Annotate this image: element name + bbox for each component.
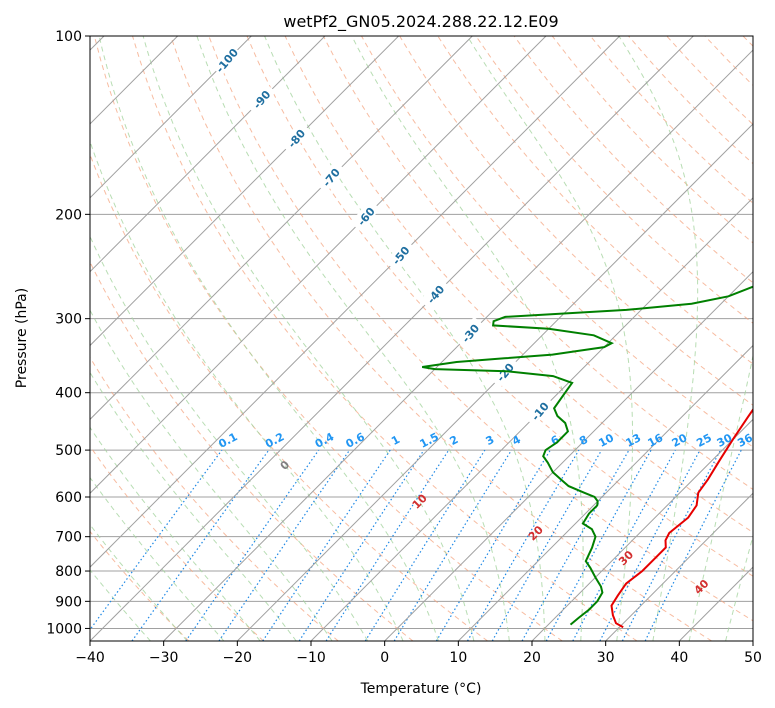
x-tick-label: −40 — [75, 650, 105, 666]
y-tick-label: 400 — [55, 386, 82, 402]
moist-adiabat-line — [90, 426, 261, 641]
plot-frame — [89, 35, 754, 642]
mixing-ratio-line — [298, 449, 425, 641]
mixing-ratio-line — [218, 449, 351, 641]
x-tick-label: 30 — [597, 650, 615, 666]
x-tick-label: 0 — [380, 650, 389, 666]
dry-adiabat-line — [90, 530, 190, 641]
mixing-ratio-label: 36 — [735, 431, 755, 450]
dry-adiabat-line — [170, 36, 712, 641]
dry-adiabat-line — [399, 36, 753, 406]
isotherm-line — [605, 492, 753, 641]
x-tick-label: −30 — [149, 650, 179, 666]
x-tick-label: 10 — [449, 650, 467, 666]
mixing-ratio-line — [393, 449, 513, 641]
mixing-ratio-label: 13 — [624, 431, 644, 450]
dry-adiabat-line — [513, 36, 753, 284]
isotherm-line — [90, 36, 547, 494]
mixing-ratio-label: 20 — [670, 431, 690, 450]
isotherm-line — [384, 270, 753, 641]
x-tick-label: 50 — [744, 650, 762, 666]
isotherm-line — [90, 36, 473, 421]
pressure-grid — [90, 36, 753, 629]
isotherm-line — [457, 344, 753, 641]
isotherm-label-bg — [280, 121, 311, 154]
isotherm-line — [236, 123, 753, 641]
mixing-ratio-label: 16 — [646, 431, 666, 450]
y-tick-label: 500 — [55, 443, 82, 459]
dry-adiabat-line — [361, 36, 753, 448]
isotherm-line — [90, 36, 621, 568]
y-axis-label: Pressure (hPa) — [14, 288, 30, 388]
dry-adiabat-line — [208, 36, 753, 622]
moist-adiabat-line — [90, 139, 404, 641]
mixing-ratio-line — [572, 449, 676, 641]
isotherm-label-bg — [524, 394, 555, 427]
isotherm-line — [310, 197, 753, 641]
mixing-ratio-line — [185, 449, 320, 641]
moist-adiabat-line — [98, 36, 439, 641]
y-tick-label: 1000 — [46, 621, 82, 637]
x-tick-label: −10 — [296, 650, 326, 666]
mixing-ratio-line — [90, 449, 223, 631]
mixing-ratio-label: 10 — [596, 431, 616, 450]
x-axis-ticks: −40 −30 −20 −10 0 10 20 30 40 50 — [75, 641, 762, 666]
mixing-ratio-label: 25 — [694, 431, 714, 450]
moist-adiabat-line — [90, 523, 188, 641]
chart-title: wetPf2_GN05.2024.288.22.12.E09 — [283, 12, 558, 32]
moist-adiabat-line — [351, 36, 584, 641]
moist-adiabat-line — [90, 371, 297, 641]
dry-adiabat-line — [132, 36, 638, 641]
y-tick-label: 700 — [55, 530, 82, 546]
isotherm-line — [90, 36, 252, 199]
moist-adiabat-line — [142, 36, 475, 641]
y-tick-label: 800 — [55, 564, 82, 580]
x-tick-label: 40 — [670, 650, 688, 666]
mixing-ratio-line — [545, 449, 652, 641]
isotherm-line — [531, 418, 753, 641]
isotherm-line — [90, 36, 326, 273]
mixing-ratio-line — [325, 449, 450, 641]
isotherm-label-bg — [385, 238, 416, 271]
isotherm-label-bg — [315, 160, 346, 193]
moist-adiabat-line — [90, 235, 369, 641]
y-tick-label: 100 — [55, 29, 82, 45]
dry-adiabat-line — [90, 356, 339, 641]
dry-adiabat-line — [93, 36, 563, 641]
mixing-ratio-line — [521, 449, 630, 641]
isotherm-label-bg — [245, 82, 276, 115]
isotherm-label-bg — [350, 199, 381, 232]
dry-adiabat-line — [246, 36, 753, 577]
moist-adiabat-line — [264, 36, 546, 641]
x-axis-label: Temperature (°C) — [360, 681, 482, 697]
x-tick-label: −20 — [223, 650, 253, 666]
moist-adiabat-line — [618, 36, 699, 641]
isotherm-line — [90, 36, 694, 641]
mixing-ratio-line — [644, 449, 742, 641]
dry-adiabat-line — [90, 152, 488, 641]
y-tick-label: 600 — [55, 490, 82, 506]
y-tick-label: 300 — [55, 312, 82, 328]
isotherm-label-bg — [211, 43, 242, 76]
plot-area: -100-90-80-70-60-50-40-30-20-10 0.1 0.2 0.… — [90, 36, 755, 641]
y-axis-ticks: 1000 900 800 700 600 500 400 300 200 100 — [46, 29, 90, 637]
x-tick-label: 20 — [523, 650, 541, 666]
moist-adiabat-line — [90, 569, 151, 641]
dewpoint-line — [422, 285, 753, 626]
mixing-ratio-line — [262, 449, 391, 641]
isotherm-label-bg — [419, 277, 450, 310]
temperature-line — [610, 407, 753, 629]
y-tick-label: 900 — [55, 594, 82, 610]
isotherm-label-bg — [454, 316, 485, 349]
y-tick-label: 200 — [55, 207, 82, 223]
moist-adiabat-line — [90, 476, 225, 641]
